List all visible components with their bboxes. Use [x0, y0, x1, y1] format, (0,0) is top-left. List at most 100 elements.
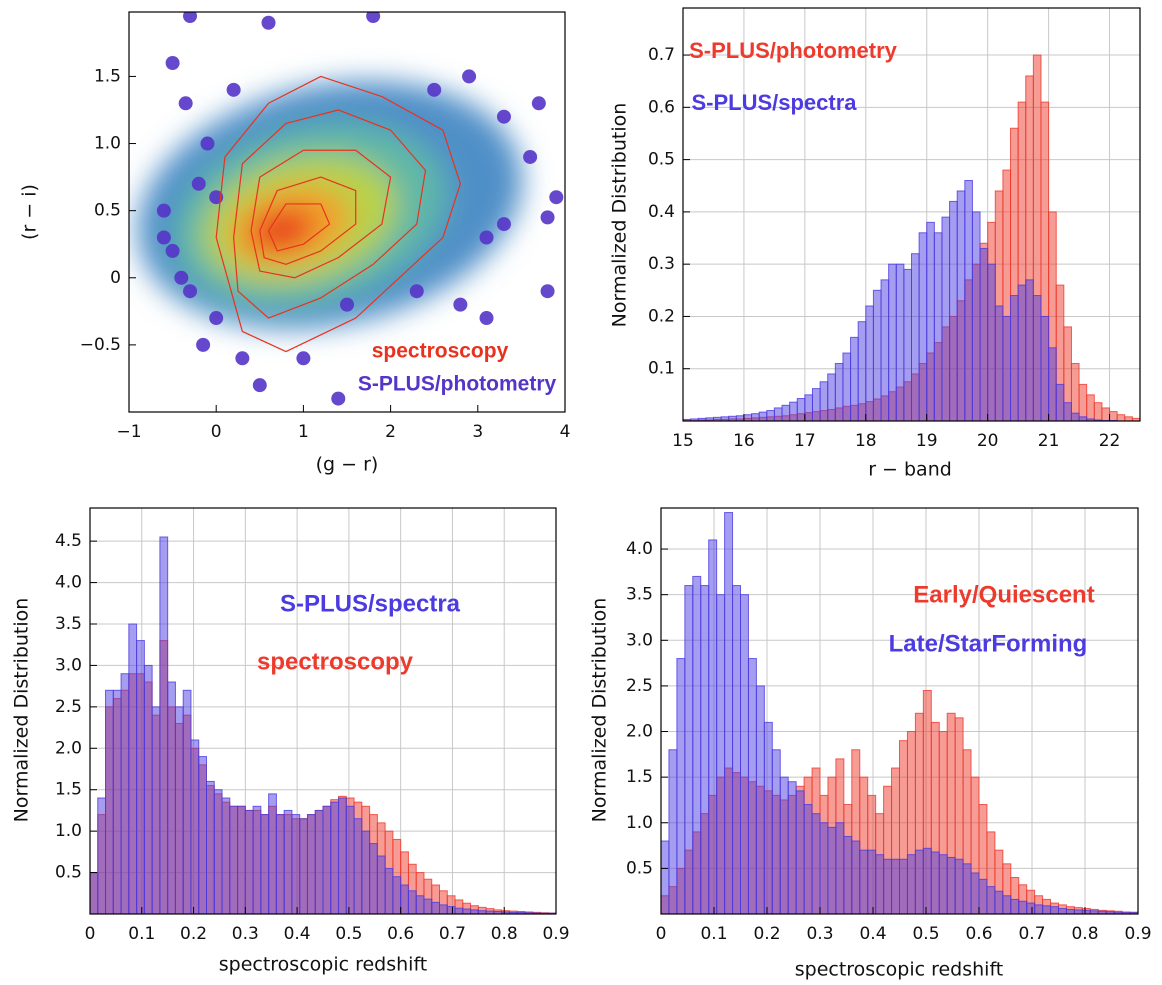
scatter-point	[331, 391, 346, 406]
histogram-bar	[244, 809, 254, 914]
histogram-bar	[891, 858, 900, 914]
histogram-bar	[941, 216, 951, 421]
plot-area	[156, 12, 564, 406]
histogram-bar	[1010, 898, 1020, 914]
y-tick-label: 1.0	[94, 134, 121, 154]
y-tick-label: 0	[110, 268, 121, 288]
histogram-bar	[888, 263, 897, 421]
histogram-bar	[728, 415, 737, 421]
scatter-point	[226, 82, 241, 97]
histogram-bar	[781, 404, 791, 421]
histogram-bar	[361, 830, 371, 914]
x-tick-label: 15	[672, 431, 694, 451]
histogram-bar	[938, 854, 948, 914]
y-axis-label: (r − i)	[19, 184, 41, 240]
histogram-bar	[922, 847, 932, 914]
scatter-point	[235, 351, 250, 366]
histogram-bar	[903, 268, 913, 421]
histogram-bar	[1101, 407, 1111, 421]
histogram-bar	[835, 822, 845, 914]
y-tick-label: 0.5	[626, 858, 653, 878]
histogram-bar	[1116, 414, 1126, 421]
scatter-point	[209, 311, 224, 326]
histogram-bar	[827, 373, 836, 421]
y-tick-label: 0.5	[94, 201, 121, 221]
histogram-bar	[407, 890, 417, 914]
y-tick-label: 0.5	[55, 863, 82, 883]
x-tick-label: 0.8	[491, 924, 518, 944]
scatter-point	[340, 297, 354, 312]
y-tick-label: 3.5	[55, 614, 82, 634]
y-tick-label: 3.0	[626, 630, 653, 650]
histogram-bar	[1034, 904, 1044, 914]
histogram-bar	[751, 413, 760, 421]
histogram-bar	[979, 247, 989, 421]
x-tick-label: 0.7	[1018, 924, 1045, 944]
histogram-bar	[766, 410, 775, 421]
histogram-bar	[842, 352, 852, 421]
histogram-bar	[291, 814, 301, 914]
histogram-bar	[221, 797, 231, 914]
scatter-point	[453, 297, 468, 312]
x-tick-label: 19	[916, 431, 938, 451]
histogram-bar	[789, 401, 798, 421]
histogram-bar	[112, 689, 122, 914]
scatter-point	[183, 284, 198, 299]
histogram-bar	[283, 809, 293, 914]
histogram-bar	[956, 190, 966, 421]
histogram-bar	[376, 855, 386, 914]
x-tick-label: −1	[116, 422, 141, 442]
scatter-point	[191, 176, 206, 191]
histogram-bar	[275, 814, 285, 914]
y-tick-label: 0.6	[648, 97, 675, 117]
histogram-bar	[880, 279, 890, 421]
histogram-bar	[143, 664, 153, 914]
x-tick-label: 1	[298, 422, 309, 442]
y-tick-label: 0.2	[648, 306, 675, 326]
x-axis-label: (g − r)	[316, 454, 379, 476]
histogram-bar	[306, 814, 316, 914]
histogram-bar	[796, 398, 806, 421]
x-tick-label: 0.8	[1071, 924, 1098, 944]
legend-label: S-PLUS/photometry	[689, 38, 898, 63]
histogram-bar	[843, 835, 853, 914]
histogram-bar	[105, 689, 114, 914]
axes-frame	[660, 507, 1139, 915]
x-tick-label: 0.7	[439, 924, 466, 944]
legend-label: Early/Quiescent	[913, 581, 1094, 608]
histogram-bar	[716, 594, 726, 914]
histogram-bar	[1040, 315, 1050, 421]
histogram-bar	[136, 640, 145, 914]
scatter-point	[462, 69, 477, 84]
histogram-bar	[1048, 347, 1057, 421]
histogram-bar	[865, 305, 874, 421]
histogram-bar	[743, 414, 753, 421]
histogram-bar	[933, 232, 943, 421]
y-axis-label: Normalized Distribution	[11, 598, 33, 823]
x-tick-label: 0.5	[912, 924, 939, 944]
histogram-bar	[1070, 362, 1080, 421]
histogram-bar	[740, 594, 749, 914]
axes-frame	[89, 507, 557, 915]
histogram-bar	[819, 381, 829, 421]
histogram-bar	[1058, 908, 1067, 914]
histogram-bar	[182, 689, 192, 914]
y-tick-label: 1.0	[55, 821, 82, 841]
x-tick-label: 0.9	[542, 924, 569, 944]
histogram-bar	[692, 575, 702, 914]
y-tick-label: 4.0	[626, 539, 653, 559]
histogram-bar	[1070, 412, 1080, 421]
histogram-bar	[1018, 900, 1028, 914]
contour-line	[259, 176, 357, 265]
scatter-point	[252, 378, 267, 393]
histogram-bar	[1002, 315, 1012, 421]
histogram-bar	[758, 411, 768, 421]
histogram-bar	[431, 901, 441, 914]
histogram-bar	[190, 739, 200, 914]
histogram-bar	[994, 890, 1004, 914]
histogram-bar	[661, 840, 670, 914]
histogram-bar	[732, 585, 741, 914]
y-tick-label: 1.5	[55, 780, 82, 800]
contour-line	[215, 75, 461, 353]
